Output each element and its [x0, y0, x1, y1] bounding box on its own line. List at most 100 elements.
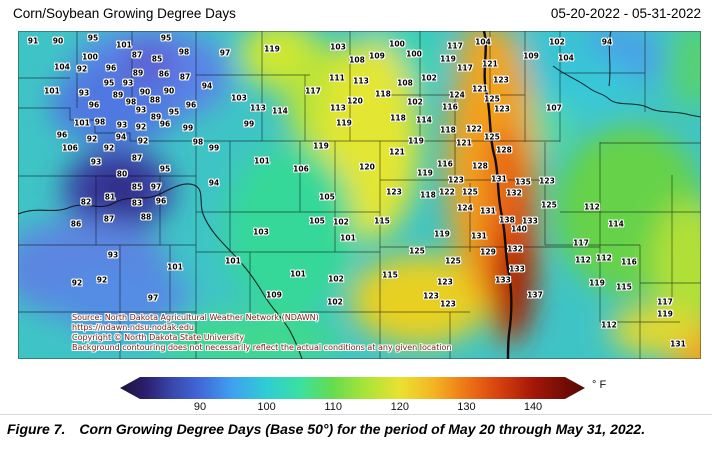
station-value: 93: [90, 157, 102, 167]
station-value: 115: [382, 270, 398, 280]
figure-caption-divider: [0, 414, 712, 415]
station-value: 98: [178, 47, 190, 57]
date-range: 05-20-2022 - 05-31-2022: [550, 6, 701, 21]
station-value: 116: [621, 257, 637, 267]
colorbar-tick-label: 120: [390, 401, 409, 413]
colorbar-tick-label: 100: [257, 401, 276, 413]
station-value: 129: [480, 247, 496, 257]
station-value: 95: [160, 33, 172, 43]
station-value: 82: [80, 197, 92, 207]
station-value: 96: [155, 196, 167, 206]
station-value: 89: [132, 68, 144, 78]
station-value: 87: [131, 153, 143, 163]
station-value: 106: [293, 164, 309, 174]
station-value: 120: [347, 96, 363, 106]
station-value: 93: [122, 78, 134, 88]
station-value: 114: [608, 219, 624, 229]
station-value: 101: [254, 156, 270, 166]
colorbar-unit: ° F: [592, 379, 607, 391]
station-value: 115: [374, 216, 390, 226]
colorbar-gradient-bar: [120, 377, 585, 399]
station-value: 103: [253, 227, 269, 237]
station-value: 131: [670, 339, 686, 349]
station-value: 116: [442, 102, 458, 112]
station-value: 98: [125, 97, 137, 107]
station-value: 119: [336, 118, 352, 128]
station-value: 109: [266, 290, 282, 300]
station-value: 107: [546, 103, 562, 113]
map-title: Corn/Soybean Growing Degree Days: [13, 6, 236, 21]
station-value: 80: [116, 169, 128, 179]
station-value: 88: [140, 212, 152, 222]
station-value: 104: [475, 37, 491, 47]
station-value: 85: [151, 54, 163, 64]
station-value: 111: [329, 73, 345, 83]
station-value: 87: [103, 214, 115, 224]
station-value: 89: [150, 112, 162, 122]
station-value: 117: [573, 238, 589, 248]
red-river: [482, 31, 513, 359]
source-url: https://ndawn.ndsu.nodak.edu: [72, 323, 195, 332]
station-value: 100: [406, 49, 422, 59]
station-value: 95: [87, 33, 99, 43]
station-value: 112: [584, 202, 600, 212]
station-value: 98: [192, 137, 204, 147]
station-value: 89: [112, 90, 124, 100]
station-value: 133: [522, 216, 538, 226]
station-value: 96: [105, 63, 117, 73]
station-value: 113: [250, 103, 266, 113]
station-value: 102: [333, 217, 349, 227]
station-value: 102: [421, 73, 437, 83]
station-value: 96: [159, 119, 171, 129]
station-value: 124: [449, 90, 465, 100]
station-value: 125: [484, 94, 500, 104]
station-value: 112: [601, 320, 617, 330]
station-value: 101: [44, 86, 60, 96]
station-value: 125: [409, 246, 425, 256]
station-value: 117: [447, 41, 463, 51]
station-value: 131: [491, 174, 507, 184]
station-value: 102: [407, 97, 423, 107]
station-value: 116: [437, 159, 453, 169]
colorbar-tick-label: 130: [457, 401, 476, 413]
colorbar-tick-label: 140: [523, 401, 543, 413]
station-value: 109: [523, 51, 539, 61]
station-value: 93: [116, 120, 128, 130]
station-value: 93: [78, 88, 90, 98]
station-value: 96: [88, 100, 100, 110]
station-value: 119: [408, 136, 424, 146]
station-value: 118: [420, 190, 436, 200]
station-value: 123: [493, 75, 509, 85]
station-value: 113: [330, 103, 346, 113]
station-value: 92: [71, 278, 83, 288]
station-value: 115: [616, 282, 632, 292]
station-value: 93: [135, 105, 147, 115]
station-value: 121: [472, 84, 488, 94]
station-value: 119: [434, 229, 450, 239]
station-value: 97: [219, 48, 231, 58]
station-value: 121: [482, 59, 498, 69]
station-value: 87: [179, 72, 191, 82]
station-value: 101: [340, 233, 356, 243]
station-value: 94: [201, 81, 213, 91]
station-value: 133: [509, 264, 525, 274]
station-value: 95: [168, 107, 180, 117]
station-value: 123: [539, 176, 555, 186]
station-value: 135: [515, 177, 531, 187]
station-value: 123: [437, 277, 453, 287]
station-value: 101: [167, 262, 183, 272]
station-value: 92: [103, 143, 115, 153]
colorbar-tick-label: 90: [193, 401, 207, 413]
station-value: 86: [70, 219, 82, 229]
station-value: 101: [290, 269, 306, 279]
station-value: 117: [657, 297, 673, 307]
colorbar-arrow-bar: [120, 377, 585, 399]
station-value: 90: [163, 86, 175, 96]
station-value: 102: [549, 37, 565, 47]
map-border: [18, 31, 701, 359]
station-value: 117: [305, 86, 321, 96]
station-value: 118: [440, 125, 456, 135]
northeast-river: [552, 31, 701, 118]
station-value: 120: [359, 162, 375, 172]
station-value: 104: [558, 53, 574, 63]
